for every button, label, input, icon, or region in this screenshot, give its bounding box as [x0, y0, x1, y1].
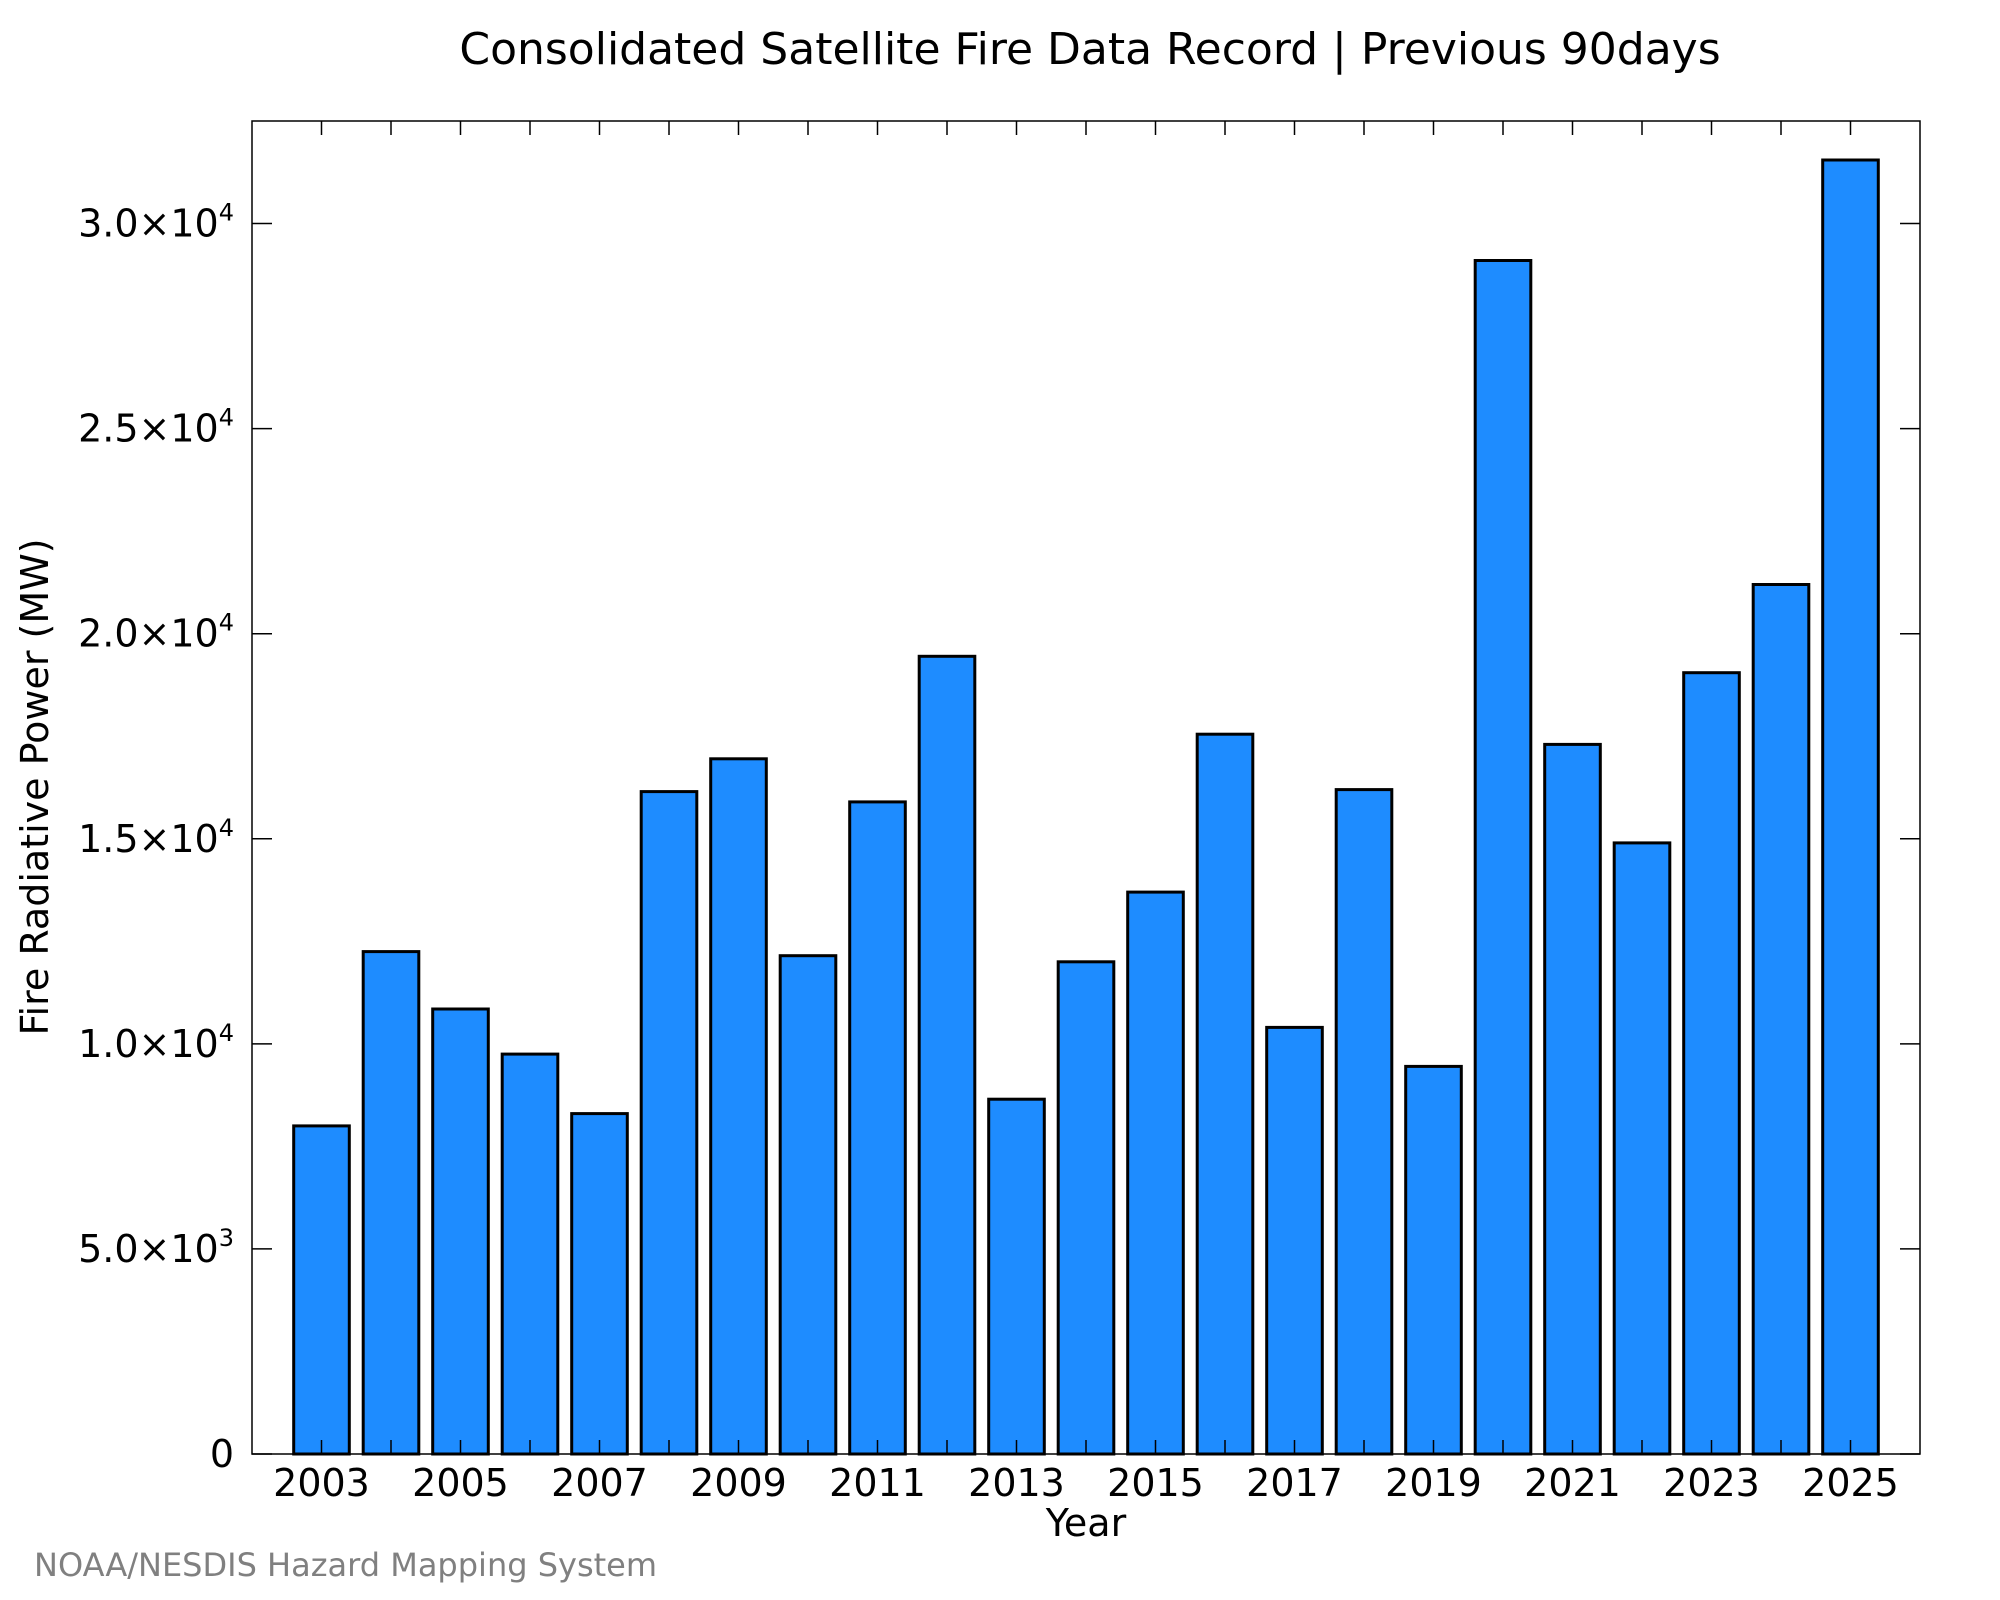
x-tick-label: 2025 — [1802, 1461, 1899, 1505]
axis-ticks: 2003 2005 2007 2009 2011 2013 2015 2017 2019 2021… — [78, 121, 1920, 1505]
y-tick-label: 2.0×104 — [78, 609, 234, 656]
x-tick-label: 2015 — [1107, 1461, 1204, 1505]
bar-2007 — [570, 1112, 629, 1456]
x-tick-label: 2003 — [273, 1461, 370, 1505]
y-tick-label: 3.0×104 — [78, 199, 234, 246]
bar-2005 — [431, 1007, 490, 1456]
bar-2019 — [1404, 1064, 1463, 1456]
bar-2024 — [1751, 583, 1811, 1456]
bar-2010 — [778, 954, 838, 1456]
y-tick-label: 0 — [210, 1432, 234, 1476]
y-tick-label: 1.5×104 — [78, 814, 234, 861]
x-tick-label: 2005 — [412, 1461, 509, 1505]
bar-2015 — [1126, 890, 1185, 1456]
x-tick-label: 2019 — [1385, 1461, 1482, 1505]
bar-2025 — [1821, 158, 1880, 1456]
x-tick-label: 2009 — [690, 1461, 787, 1505]
bar-2008 — [639, 790, 699, 1456]
bar-2003 — [292, 1124, 351, 1456]
x-tick-label: 2013 — [968, 1461, 1065, 1505]
x-tick-label: 2007 — [551, 1461, 648, 1505]
y-tick-label: 1.0×104 — [78, 1019, 234, 1066]
bar-2012 — [917, 654, 977, 1456]
bar-2006 — [500, 1052, 560, 1456]
x-axis-label: Year — [1045, 1501, 1127, 1545]
bar-2023 — [1682, 671, 1741, 1456]
bar-2016 — [1195, 732, 1255, 1456]
y-tick-label: 2.5×104 — [78, 404, 234, 451]
x-tick-label: 2017 — [1246, 1461, 1343, 1505]
bar-2022 — [1612, 841, 1672, 1456]
x-tick-label: 2023 — [1663, 1461, 1760, 1505]
bar-2009 — [709, 757, 768, 1456]
bar-2013 — [987, 1097, 1046, 1456]
bar-2004 — [361, 950, 421, 1456]
x-tick-label: 2011 — [829, 1461, 926, 1505]
bar-2020 — [1473, 259, 1533, 1456]
x-tick-label: 2021 — [1524, 1461, 1621, 1505]
bar-2014 — [1056, 960, 1116, 1456]
bar-2017 — [1265, 1025, 1324, 1456]
y-axis-label: Fire Radiative Power (MW) — [13, 538, 57, 1035]
bar-2018 — [1334, 788, 1394, 1456]
credit-text: NOAA/NESDIS Hazard Mapping System — [34, 1546, 657, 1584]
bars-group — [292, 158, 1880, 1456]
bar-2021 — [1543, 742, 1602, 1456]
bar-2011 — [848, 800, 907, 1456]
chart-title: Consolidated Satellite Fire Data Record … — [459, 24, 1720, 75]
y-tick-label: 5.0×103 — [78, 1224, 234, 1271]
